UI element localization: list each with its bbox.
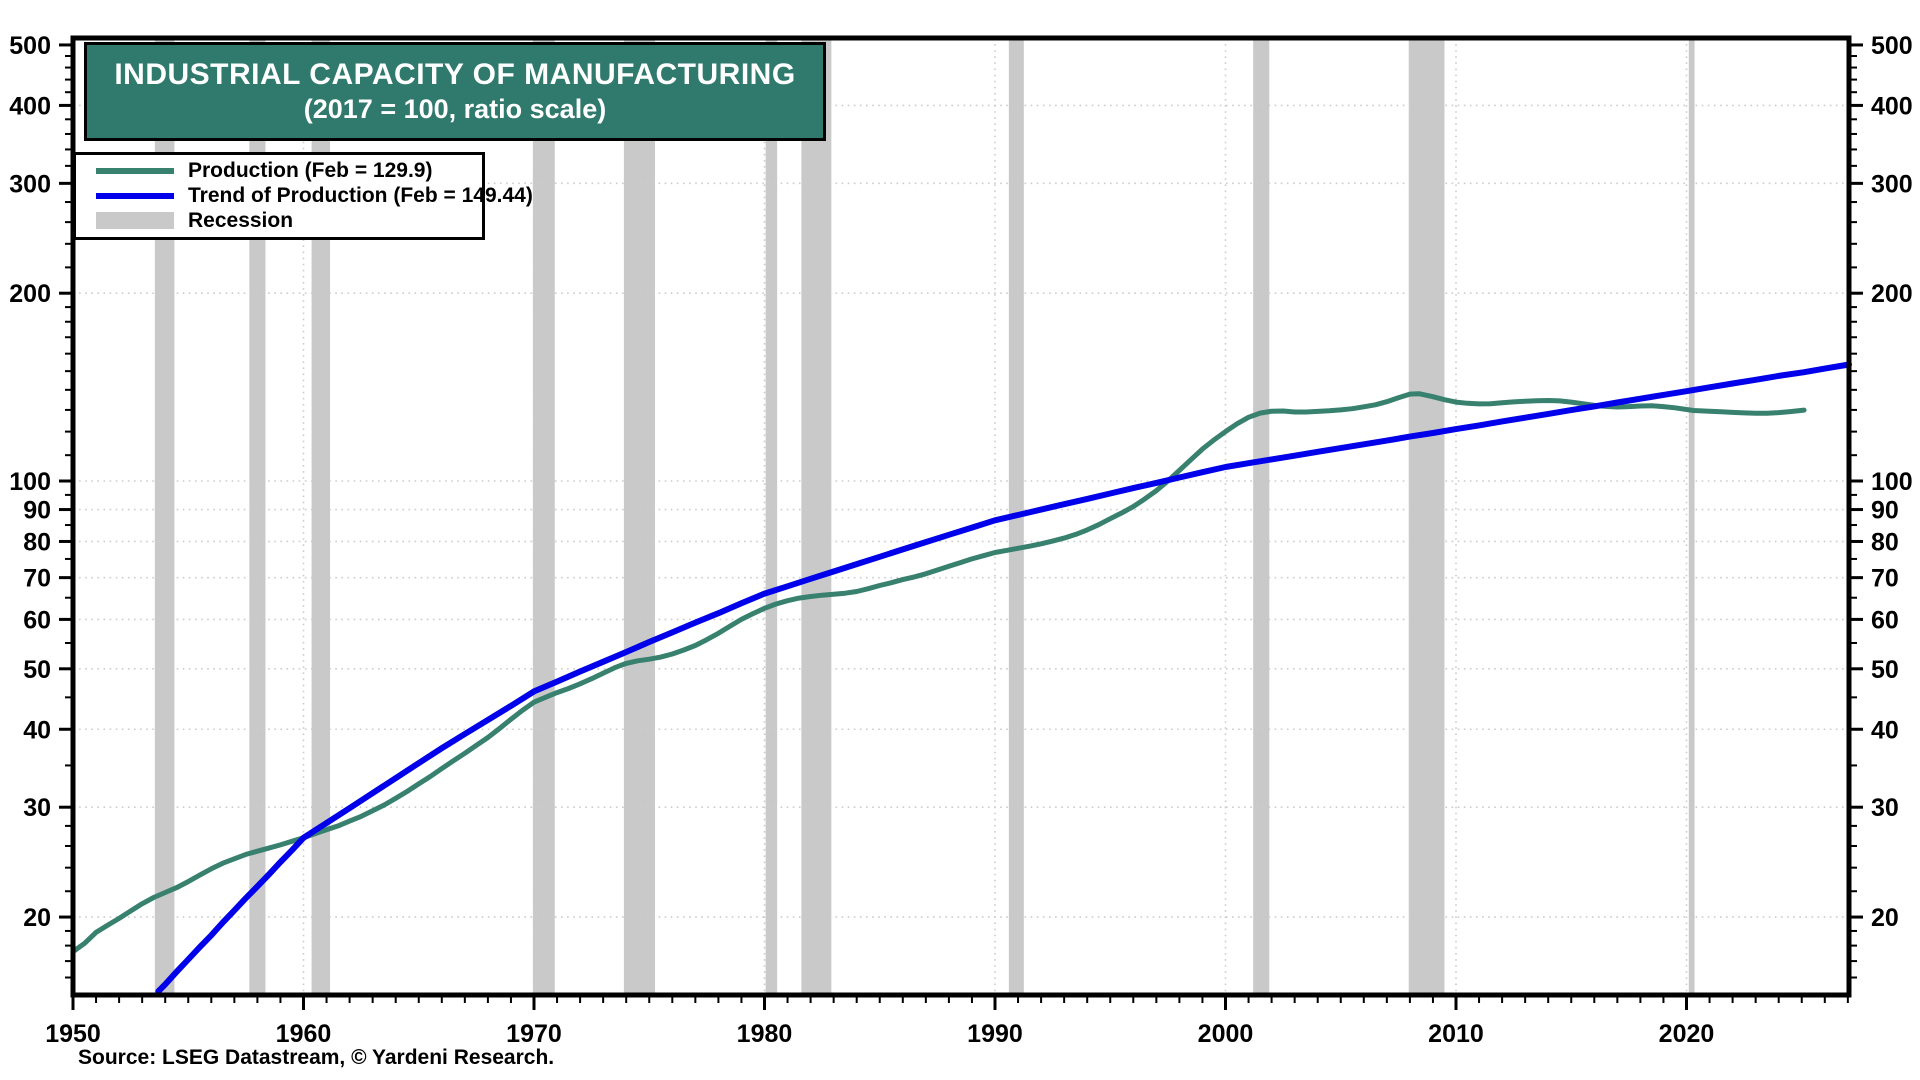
y-axis-label: 500	[1871, 32, 1913, 60]
y-axis-label: 40	[1871, 716, 1899, 744]
legend-label-production: Production (Feb = 129.9)	[188, 159, 433, 183]
trend-of-production-line	[155, 361, 1852, 995]
recession-band	[532, 38, 555, 995]
y-axis-label: 60	[1871, 606, 1899, 634]
y-axis-label: 400	[9, 92, 51, 120]
chart-title: INDUSTRIAL CAPACITY OF MANUFACTURING	[114, 57, 796, 91]
legend-label-trend: Trend of Production (Feb = 149.44)	[188, 184, 533, 207]
recession-band	[1253, 38, 1270, 995]
legend-item-recession: Recession	[96, 208, 482, 233]
recession-band	[1688, 38, 1695, 995]
y-axis-label: 100	[9, 468, 51, 496]
x-axis-label: 1980	[737, 1020, 793, 1048]
y-axis-label: 80	[23, 528, 51, 556]
y-axis-label: 20	[1871, 904, 1899, 932]
source-attribution: Source: LSEG Datastream, © Yardeni Resea…	[78, 1046, 555, 1069]
recession-band	[311, 38, 331, 995]
x-axis-label: 1960	[276, 1020, 332, 1048]
production-line-swatch-icon	[96, 168, 174, 175]
y-axis-label: 60	[23, 606, 51, 634]
y-axis-label: 50	[23, 656, 51, 684]
x-axis-label: 1970	[506, 1020, 562, 1048]
recession-band	[154, 38, 175, 995]
y-axis-label: 70	[1871, 565, 1899, 593]
recession-band	[765, 38, 778, 995]
x-axis-label: 1950	[45, 1020, 101, 1048]
y-axis-label: 80	[1871, 528, 1899, 556]
y-axis-label: 90	[23, 497, 51, 525]
y-axis-label: 70	[23, 565, 51, 593]
chart-title-box: INDUSTRIAL CAPACITY OF MANUFACTURING (20…	[84, 42, 826, 141]
recession-band	[801, 38, 832, 995]
legend-label-recession: Recession	[188, 208, 294, 232]
production-line	[70, 391, 1807, 955]
chart-subtitle: (2017 = 100, ratio scale)	[303, 94, 607, 125]
y-axis-label: 200	[9, 280, 51, 308]
y-axis-label: 100	[1871, 468, 1913, 496]
y-axis-label: 300	[9, 170, 51, 198]
legend: Production (Feb = 129.9) Trend of Produc…	[73, 152, 533, 240]
trend-line-swatch-icon	[96, 193, 174, 199]
y-axis-label: 200	[1871, 280, 1913, 308]
y-axis-label: 30	[1871, 794, 1899, 822]
x-axis-label: 2010	[1428, 1020, 1484, 1048]
y-axis-label: 50	[1871, 656, 1899, 684]
x-axis-label: 2020	[1659, 1020, 1715, 1048]
y-axis-label: 400	[1871, 92, 1913, 120]
recession-band	[623, 38, 656, 995]
y-axis-label: 500	[9, 32, 51, 60]
y-axis-label: 20	[23, 904, 51, 932]
x-axis-label: 1990	[967, 1020, 1023, 1048]
recession-band-swatch-icon	[96, 212, 174, 230]
legend-item-production: Production (Feb = 129.9)	[96, 159, 482, 184]
recession-band	[249, 38, 266, 995]
legend-item-trend: Trend of Production (Feb = 149.44)	[96, 184, 533, 209]
y-axis-label: 300	[1871, 170, 1913, 198]
y-axis-label: 40	[23, 716, 51, 744]
y-axis-label: 90	[1871, 497, 1899, 525]
recession-band	[1408, 38, 1445, 995]
x-axis-label: 2000	[1198, 1020, 1254, 1048]
plot-frame	[70, 35, 1852, 998]
y-axis-label: 30	[23, 794, 51, 822]
